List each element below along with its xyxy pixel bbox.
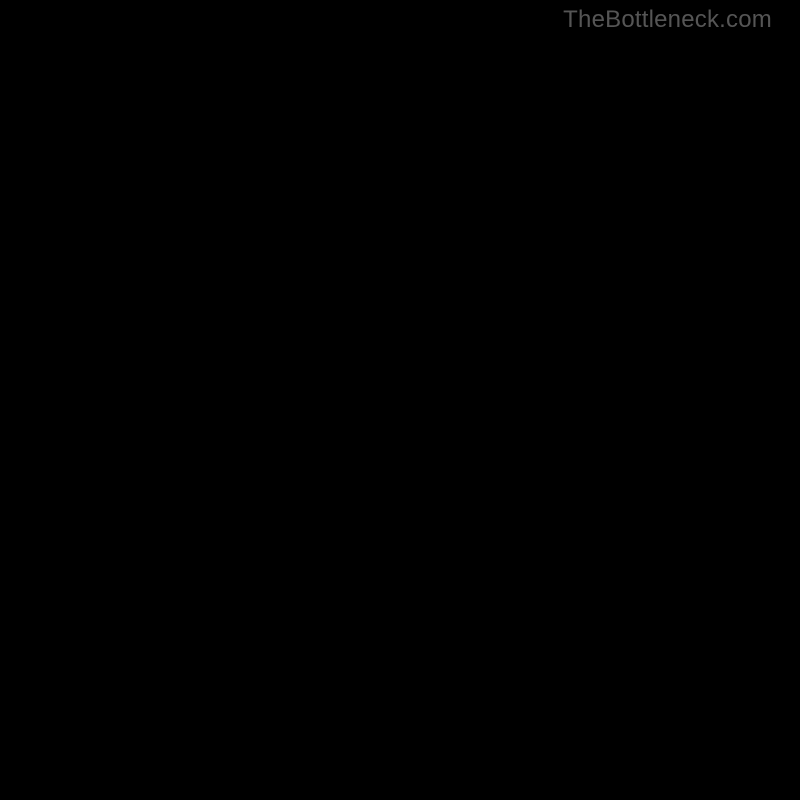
watermark-text: TheBottleneck.com [563,6,772,34]
bottleneck-heatmap-canvas [0,0,800,800]
chart-container: TheBottleneck.com [0,0,800,800]
